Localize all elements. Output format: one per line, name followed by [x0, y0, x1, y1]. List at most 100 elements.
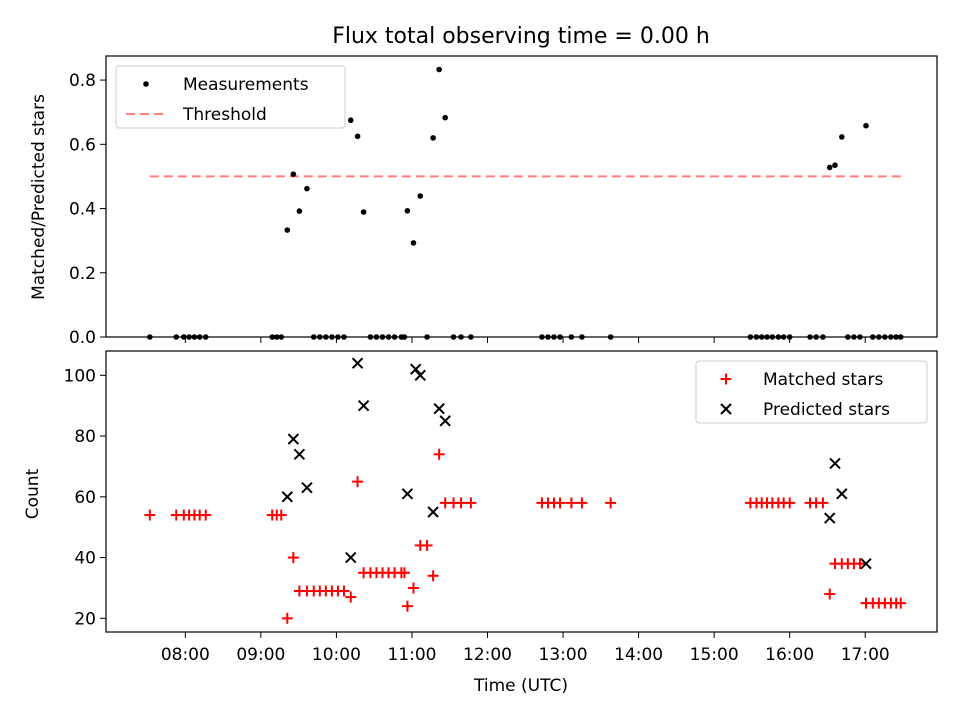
- legend-box: [695, 360, 928, 424]
- data-point: [605, 497, 617, 509]
- data-point: [851, 334, 857, 340]
- data-point: [775, 334, 782, 340]
- data-point: [421, 539, 433, 551]
- data-point: [607, 334, 614, 340]
- data-point: [347, 117, 354, 124]
- data-point: [144, 509, 156, 521]
- data-point: [458, 334, 464, 340]
- data-point: [301, 481, 313, 494]
- data-point: [404, 207, 411, 214]
- data-point: [854, 558, 866, 570]
- data-point: [401, 488, 414, 500]
- data-point: [427, 506, 439, 518]
- data-point: [780, 334, 787, 340]
- data-point: [181, 334, 187, 340]
- data-point: [845, 334, 851, 340]
- x-tick-label: 15:00: [690, 645, 739, 665]
- data-point: [882, 334, 888, 340]
- data-point: [296, 208, 303, 214]
- data-point: [465, 497, 477, 509]
- chart-title: Flux total observing time = 0.00 h: [332, 24, 710, 49]
- y-tick-label: 100: [64, 366, 96, 386]
- data-point: [310, 334, 317, 340]
- data-point: [568, 334, 575, 340]
- data-point: [290, 171, 297, 177]
- data-point: [888, 334, 894, 340]
- data-point: [269, 334, 276, 340]
- legend: Matched stars Predicted stars: [695, 360, 928, 424]
- data-point: [836, 488, 848, 500]
- data-point: [410, 240, 417, 246]
- data-point: [281, 491, 294, 503]
- data-point: [200, 509, 212, 521]
- data-point: [335, 334, 341, 340]
- x-tick-label: 09:00: [236, 645, 285, 665]
- data-point: [433, 448, 445, 460]
- data-point: [557, 334, 563, 340]
- data-point: [273, 334, 280, 340]
- data-point: [191, 334, 198, 340]
- data-point: [293, 448, 306, 460]
- data-point: [897, 334, 904, 340]
- data-point: [281, 612, 293, 624]
- legend-label: Measurements: [183, 75, 309, 95]
- x-tick-label: 12:00: [463, 645, 512, 665]
- data-point: [832, 162, 838, 168]
- data-point: [414, 369, 426, 382]
- series-matched-stars: [144, 448, 907, 624]
- data-point: [186, 334, 192, 340]
- x-tick-label: 17:00: [841, 645, 890, 665]
- data-point: [576, 497, 588, 509]
- data-point: [551, 334, 557, 340]
- legend-label: Matched stars: [763, 370, 883, 390]
- data-point: [813, 334, 819, 340]
- data-point: [147, 334, 153, 340]
- data-point: [287, 552, 299, 564]
- y-tick-label: 60: [74, 488, 96, 508]
- data-point: [379, 334, 386, 340]
- data-point: [895, 597, 907, 609]
- data-point: [391, 334, 398, 340]
- data-point: [360, 209, 367, 215]
- y-tick-label: 0.4: [69, 200, 96, 220]
- y-tick-label: 0.8: [69, 71, 96, 91]
- y-tick-label: 0.0: [69, 328, 96, 348]
- legend-swatch: [720, 403, 732, 415]
- data-point: [329, 334, 335, 340]
- data-point: [863, 122, 869, 129]
- data-point: [436, 66, 442, 73]
- data-point: [398, 567, 410, 579]
- data-point: [455, 497, 467, 509]
- data-point: [345, 591, 357, 603]
- data-point: [417, 193, 424, 199]
- data-point: [876, 334, 882, 340]
- data-point: [367, 334, 374, 340]
- data-point: [351, 357, 364, 369]
- data-point: [385, 334, 392, 340]
- x-axis-label: Time (UTC): [473, 676, 568, 696]
- data-point: [829, 457, 841, 470]
- data-point: [410, 363, 422, 375]
- x-tick-label: 11:00: [387, 645, 436, 665]
- data-point: [278, 334, 285, 340]
- data-point: [450, 334, 457, 340]
- data-point: [769, 334, 776, 340]
- data-point: [747, 334, 754, 340]
- data-point: [824, 512, 836, 524]
- y-tick-label: 0.2: [69, 264, 96, 284]
- data-point: [401, 334, 408, 340]
- data-point: [784, 497, 796, 509]
- data-point: [579, 334, 585, 340]
- data-point: [758, 334, 765, 340]
- data-point: [352, 476, 364, 488]
- top-y-axis-label: Matched/Predicted stars: [29, 94, 49, 300]
- data-point: [424, 334, 430, 340]
- data-point: [354, 133, 361, 140]
- data-point: [824, 588, 836, 600]
- data-point: [338, 585, 350, 597]
- legend-swatch: [720, 373, 732, 385]
- data-point: [539, 334, 545, 340]
- data-point: [407, 582, 419, 594]
- data-point: [839, 134, 845, 140]
- data-point: [357, 399, 370, 412]
